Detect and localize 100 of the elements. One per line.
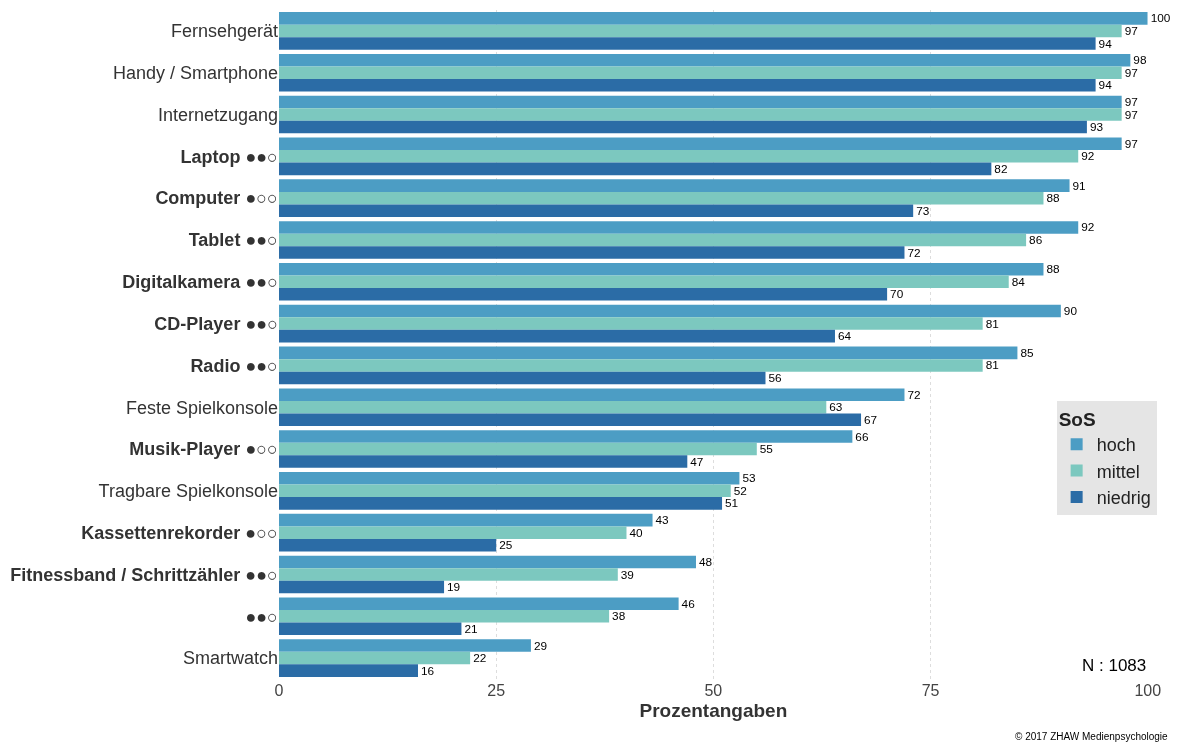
bar bbox=[279, 597, 679, 611]
data-label: 16 bbox=[421, 663, 435, 678]
annotation: N : 1083 bbox=[1082, 656, 1147, 675]
data-label: 47 bbox=[690, 454, 704, 469]
legend-label: niedrig bbox=[1096, 487, 1151, 508]
data-label: 22 bbox=[473, 651, 487, 666]
x-tick-label: 100 bbox=[1134, 682, 1162, 699]
bar bbox=[279, 150, 1079, 163]
data-label: 25 bbox=[499, 538, 513, 553]
bar bbox=[279, 191, 1044, 205]
data-label: 97 bbox=[1124, 65, 1138, 80]
bar bbox=[279, 275, 1009, 289]
data-label: 38 bbox=[612, 609, 626, 624]
data-label: 100 bbox=[1150, 11, 1171, 26]
y-tick-label: Musik-Player ●○○ bbox=[129, 439, 278, 460]
bar bbox=[279, 24, 1122, 38]
bar bbox=[279, 329, 835, 343]
bar bbox=[279, 162, 992, 176]
y-tick-label: Fernsehgerät bbox=[170, 21, 278, 42]
bar bbox=[279, 622, 462, 636]
data-label: 94 bbox=[1098, 36, 1113, 51]
y-tick-label: CD-Player ●●○ bbox=[154, 313, 278, 334]
y-tick-label: ●●○ bbox=[245, 606, 278, 627]
data-label: 39 bbox=[620, 567, 634, 582]
x-tick-label: 0 bbox=[274, 682, 284, 699]
data-label: 90 bbox=[1063, 304, 1078, 319]
bar bbox=[279, 304, 1061, 318]
y-tick-label: Fitnessband / Schrittzähler ●●○ bbox=[10, 564, 278, 585]
data-label: 86 bbox=[1029, 233, 1043, 248]
y-tick-label: Digitalkamera ●●○ bbox=[122, 272, 278, 293]
data-label: 97 bbox=[1124, 136, 1138, 151]
x-tick-label: 50 bbox=[704, 682, 723, 699]
data-label: 91 bbox=[1072, 178, 1086, 193]
data-label: 48 bbox=[699, 554, 713, 569]
x-tick-label: 25 bbox=[487, 682, 506, 699]
bar bbox=[279, 120, 1087, 134]
bar bbox=[279, 400, 827, 414]
data-label: 67 bbox=[864, 412, 878, 427]
bar bbox=[279, 179, 1070, 192]
bar bbox=[279, 221, 1079, 234]
data-label: 98 bbox=[1133, 53, 1147, 68]
legend-title: SoS bbox=[1058, 408, 1096, 430]
x-axis-title: Prozentangaben bbox=[639, 699, 788, 721]
bar bbox=[279, 246, 905, 259]
bar bbox=[279, 359, 983, 372]
data-label: 88 bbox=[1046, 191, 1061, 206]
data-label: 88 bbox=[1046, 262, 1061, 277]
y-tick-label: Tragbare Spielkonsole bbox=[98, 481, 278, 502]
bar bbox=[279, 484, 731, 498]
y-tick-label: Computer ●○○ bbox=[155, 188, 278, 209]
bar bbox=[279, 513, 653, 527]
bar bbox=[279, 66, 1122, 79]
data-label: 92 bbox=[1081, 220, 1095, 235]
data-label: 97 bbox=[1124, 107, 1138, 122]
data-label: 94 bbox=[1098, 78, 1113, 93]
data-label: 72 bbox=[907, 245, 921, 260]
data-label: 97 bbox=[1124, 95, 1138, 110]
data-label: 66 bbox=[855, 429, 869, 444]
bar bbox=[279, 388, 905, 401]
bar bbox=[279, 430, 853, 443]
data-label: 70 bbox=[890, 287, 904, 302]
bar bbox=[279, 472, 740, 485]
bar bbox=[279, 108, 1122, 121]
bar bbox=[279, 78, 1096, 92]
bar bbox=[279, 568, 618, 581]
data-label: 85 bbox=[1020, 345, 1034, 360]
data-label: 82 bbox=[994, 161, 1008, 176]
y-tick-label: Internetzugang bbox=[157, 104, 278, 125]
y-tick-label: Tablet ●●○ bbox=[188, 230, 278, 251]
data-label: 19 bbox=[447, 580, 461, 595]
bar bbox=[279, 346, 1018, 360]
bar bbox=[279, 455, 688, 468]
data-label: 46 bbox=[681, 596, 696, 611]
data-label: 43 bbox=[655, 513, 670, 528]
data-label: 29 bbox=[533, 638, 548, 653]
text: © 2017 ZHAW Medienpsychologie bbox=[1015, 731, 1169, 742]
bar bbox=[279, 651, 471, 665]
bar bbox=[279, 37, 1096, 50]
y-tick-label: Smartwatch bbox=[182, 648, 278, 669]
bar bbox=[279, 371, 766, 385]
bar bbox=[279, 526, 627, 539]
data-label: 52 bbox=[733, 483, 747, 498]
data-label: 93 bbox=[1089, 120, 1104, 135]
bar bbox=[279, 262, 1044, 276]
bar bbox=[279, 580, 445, 594]
data-label: 53 bbox=[742, 471, 756, 486]
bar bbox=[279, 233, 1027, 247]
bar bbox=[279, 413, 862, 427]
data-label: 56 bbox=[768, 371, 783, 386]
data-label: 40 bbox=[629, 525, 644, 540]
data-label: 84 bbox=[1011, 274, 1026, 289]
bar bbox=[279, 664, 418, 677]
bar bbox=[279, 497, 723, 510]
y-tick-label: Radio ●●○ bbox=[190, 355, 278, 376]
data-label: 92 bbox=[1081, 149, 1095, 164]
bar bbox=[279, 53, 1131, 67]
data-label: 55 bbox=[759, 442, 774, 457]
bar bbox=[279, 538, 497, 552]
y-tick-label: Handy / Smartphone bbox=[112, 63, 278, 84]
bar bbox=[279, 555, 696, 569]
